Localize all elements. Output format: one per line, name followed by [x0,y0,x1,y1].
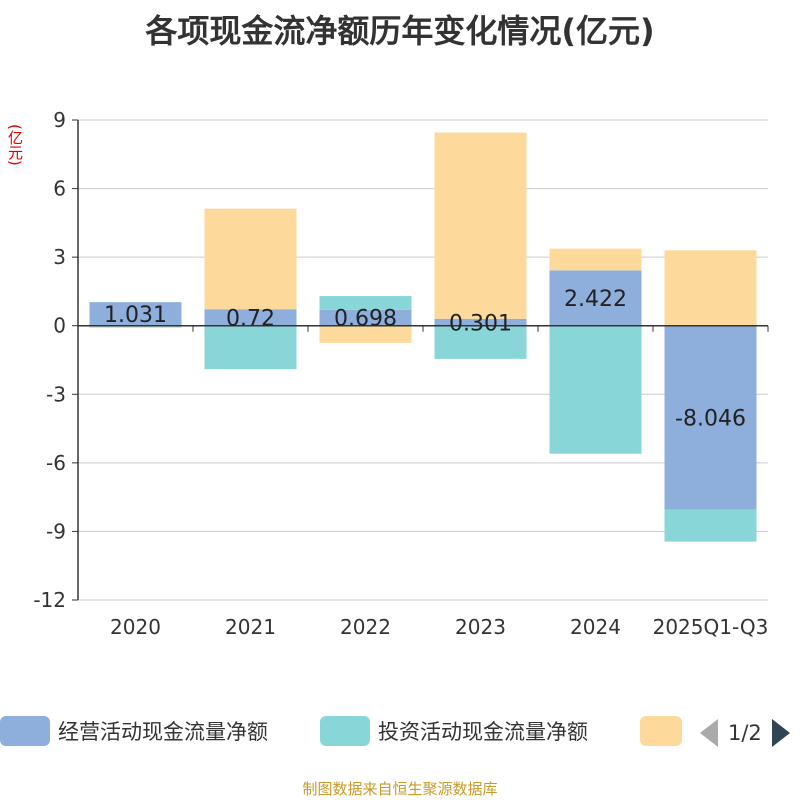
bar-2-2021 [204,208,297,310]
bar-0-2025Q1-Q3 [664,325,757,510]
bar-1-2022 [319,296,412,310]
legend-pager: 1/2 [700,716,790,750]
bar-0-2022 [319,309,412,326]
x-tick-label: 2024 [570,615,621,639]
x-tick-label: 2023 [455,615,506,639]
y-tick-label: -6 [46,451,66,475]
x-tick-label: 2025Q1-Q3 [653,615,769,639]
data-label: -8.046 [675,407,746,432]
legend-next-arrow-icon[interactable] [771,719,790,747]
y-tick-label: 0 [53,314,66,338]
bar-series [89,132,757,542]
x-tick-label: 2021 [225,615,276,639]
data-label: 2.422 [564,287,627,312]
chart-title: 各项现金流净额历年变化情况(亿元) [145,12,655,50]
bar-0-2020 [89,302,182,326]
legend-swatch-operating [0,716,50,746]
y-tick-label: -12 [33,588,66,612]
y-tick-label: -3 [46,382,66,406]
legend-label-operating: 经营活动现金流量净额 [58,720,268,744]
y-tick-label: -9 [46,519,66,543]
data-label: 0.72 [226,306,275,331]
legend-swatch-investing [320,716,370,746]
bar-2-2020 [89,326,182,328]
legend-item-financing[interactable] [640,716,690,746]
bar-1-2021 [204,325,297,370]
legend-prev-arrow-icon[interactable] [700,719,718,747]
data-label: 0.301 [449,311,512,336]
legend-label-investing: 投资活动现金流量净额 [378,720,588,744]
stacked-bar-chart: 9 6 3 0 -3 -6 -9 -12 2020 2021 2022 2023 2024 2025Q1-… [33,108,769,639]
legend-swatch-financing [640,716,682,746]
bar-0-2023 [434,318,527,326]
legend-item-operating[interactable]: 经营活动现金流量净额 [0,716,268,746]
bar-1-2023 [434,325,527,359]
y-tick-label: 3 [53,245,66,269]
data-label: 1.031 [104,303,167,328]
y-axis-unit-label: (亿元) [6,124,24,166]
bar-0-2024 [549,270,642,326]
legend-item-investing[interactable]: 投资活动现金流量净额 [320,716,588,746]
legend: 经营活动现金流量净额 投资活动现金流量净额 1/2 [0,716,800,756]
data-source-note: 制图数据来自恒生聚源数据库 [302,780,498,798]
axes: 9 6 3 0 -3 -6 -9 -12 2020 2021 2022 2023 2024 2025Q1-… [33,108,769,639]
bar-2-2022 [319,325,412,343]
data-labels: 1.031 0.72 0.698 0.301 2.422 -8.046 [104,287,746,432]
bar-2-2025Q1-Q3 [664,250,757,326]
data-label: 0.698 [334,307,397,332]
bar-2-2024 [549,248,642,271]
x-tick-label: 2022 [340,615,391,639]
legend-page-indicator: 1/2 [728,721,762,745]
bar-2-2023 [434,132,527,319]
bar-1-2024 [549,325,642,454]
y-tick-label: 9 [53,108,66,132]
bar-0-2021 [204,309,297,326]
y-tick-label: 6 [53,177,66,201]
bar-1-2025Q1-Q3 [664,509,757,542]
x-tick-label: 2020 [110,615,161,639]
